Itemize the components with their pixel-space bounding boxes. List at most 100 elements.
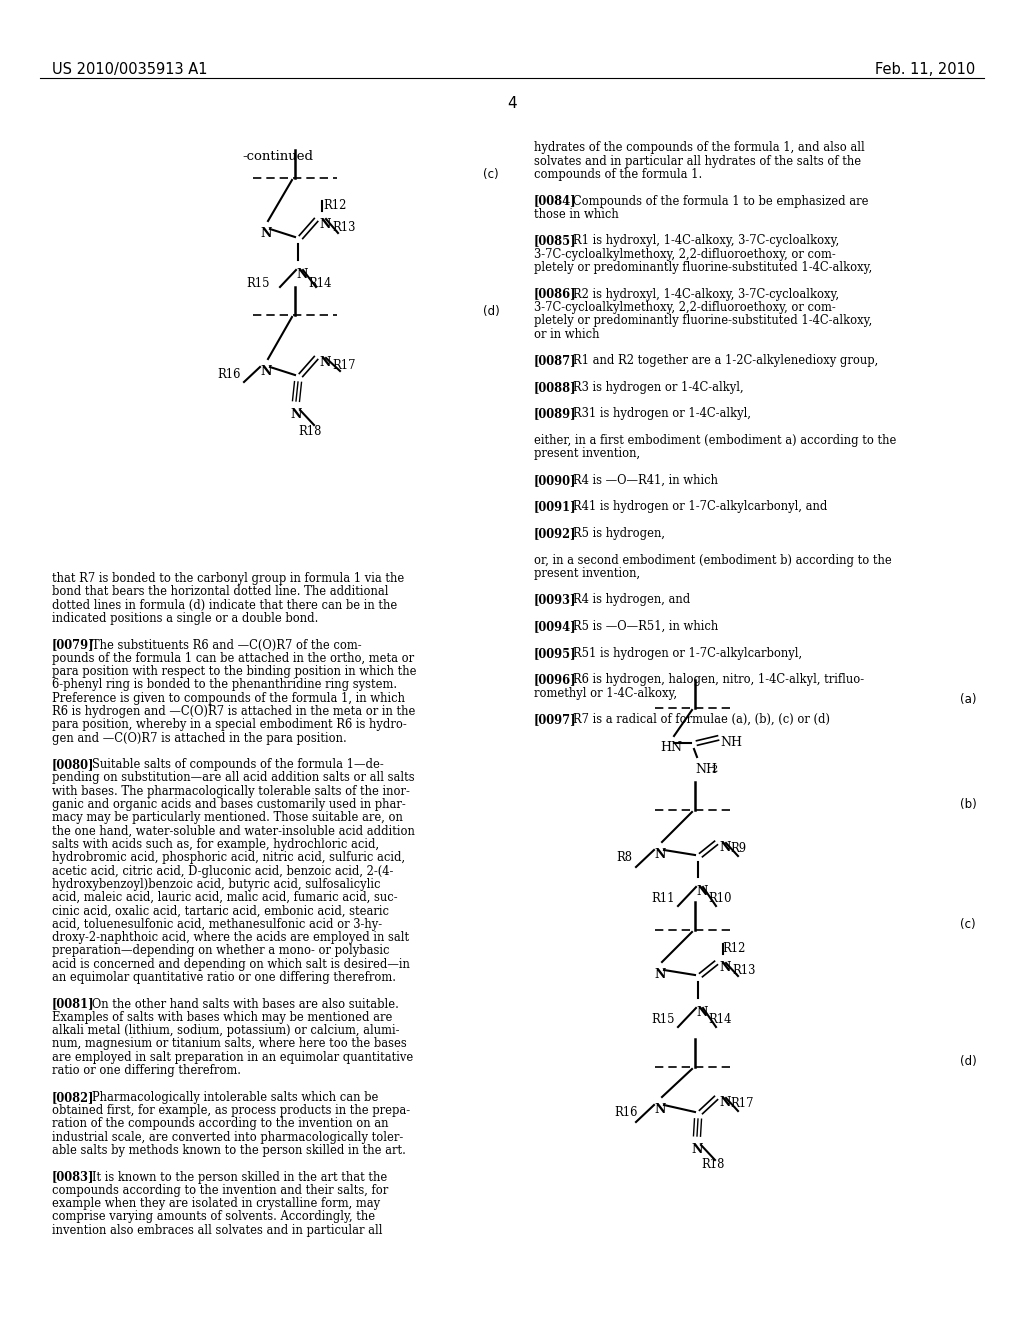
Text: R17: R17 xyxy=(332,359,355,372)
Text: R4 is hydrogen, and: R4 is hydrogen, and xyxy=(562,594,691,606)
Text: 3-7C-cycloalkylmethoxy, 2,2-difluoroethoxy, or com-: 3-7C-cycloalkylmethoxy, 2,2-difluoroetho… xyxy=(534,301,836,314)
Text: acid, toluenesulfonic acid, methanesulfonic acid or 3-hy-: acid, toluenesulfonic acid, methanesulfo… xyxy=(52,917,382,931)
Text: salts with acids such as, for example, hydrochloric acid,: salts with acids such as, for example, h… xyxy=(52,838,379,851)
Text: invention also embraces all solvates and in particular all: invention also embraces all solvates and… xyxy=(52,1224,383,1237)
Text: [0083]: [0083] xyxy=(52,1171,94,1184)
Text: NH: NH xyxy=(720,737,742,748)
Text: R7 is a radical of formulae (a), (b), (c) or (d): R7 is a radical of formulae (a), (b), (c… xyxy=(562,713,830,726)
Text: The substituents R6 and —C(O)R7 of the com-: The substituents R6 and —C(O)R7 of the c… xyxy=(81,639,361,652)
Text: N: N xyxy=(260,366,271,378)
Text: pletely or predominantly fluorine-substituted 1-4C-alkoxy,: pletely or predominantly fluorine-substi… xyxy=(534,261,872,275)
Text: [0081]: [0081] xyxy=(52,998,94,1011)
Text: cinic acid, oxalic acid, tartaric acid, embonic acid, stearic: cinic acid, oxalic acid, tartaric acid, … xyxy=(52,904,389,917)
Text: either, in a first embodiment (embodiment a) according to the: either, in a first embodiment (embodimen… xyxy=(534,434,896,447)
Text: R51 is hydrogen or 1-7C-alkylcarbonyl,: R51 is hydrogen or 1-7C-alkylcarbonyl, xyxy=(562,647,803,660)
Text: R16: R16 xyxy=(217,368,241,381)
Text: R12: R12 xyxy=(722,942,745,954)
Text: R1 and R2 together are a 1-2C-alkylenedioxy group,: R1 and R2 together are a 1-2C-alkylenedi… xyxy=(562,354,879,367)
Text: Pharmacologically intolerable salts which can be: Pharmacologically intolerable salts whic… xyxy=(81,1090,378,1104)
Text: [0094]: [0094] xyxy=(534,620,577,634)
Text: Feb. 11, 2010: Feb. 11, 2010 xyxy=(874,62,975,77)
Text: hydroxybenzoyl)benzoic acid, butyric acid, sulfosalicylic: hydroxybenzoyl)benzoic acid, butyric aci… xyxy=(52,878,381,891)
Text: industrial scale, are converted into pharmacologically toler-: industrial scale, are converted into pha… xyxy=(52,1131,403,1143)
Text: R15: R15 xyxy=(246,277,269,290)
Text: R16: R16 xyxy=(614,1106,637,1119)
Text: (b): (b) xyxy=(961,799,977,810)
Text: R6 is hydrogen, halogen, nitro, 1-4C-alkyl, trifluo-: R6 is hydrogen, halogen, nitro, 1-4C-alk… xyxy=(562,673,864,686)
Text: 3-7C-cycloalkylmethoxy, 2,2-difluoroethoxy, or com-: 3-7C-cycloalkylmethoxy, 2,2-difluoroetho… xyxy=(534,248,836,261)
Text: N: N xyxy=(654,847,666,861)
Text: R18: R18 xyxy=(298,425,322,438)
Text: the one hand, water-soluble and water-insoluble acid addition: the one hand, water-soluble and water-in… xyxy=(52,825,415,838)
Text: R14: R14 xyxy=(308,277,332,290)
Text: those in which: those in which xyxy=(534,207,618,220)
Text: N: N xyxy=(691,1143,702,1156)
Text: (d): (d) xyxy=(483,305,500,318)
Text: R15: R15 xyxy=(651,1012,675,1026)
Text: (d): (d) xyxy=(961,1055,977,1068)
Text: solvates and in particular all hydrates of the salts of the: solvates and in particular all hydrates … xyxy=(534,154,861,168)
Text: are employed in salt preparation in an equimolar quantitative: are employed in salt preparation in an e… xyxy=(52,1051,414,1064)
Text: Suitable salts of compounds of the formula 1—de-: Suitable salts of compounds of the formu… xyxy=(81,758,384,771)
Text: R18: R18 xyxy=(701,1158,724,1171)
Text: 4: 4 xyxy=(507,96,517,111)
Text: It is known to the person skilled in the art that the: It is known to the person skilled in the… xyxy=(81,1171,387,1184)
Text: gen and —C(O)R7 is attached in the para position.: gen and —C(O)R7 is attached in the para … xyxy=(52,731,347,744)
Text: 6-phenyl ring is bonded to the phenanthridine ring system.: 6-phenyl ring is bonded to the phenanthr… xyxy=(52,678,397,692)
Text: hydrobromic acid, phosphoric acid, nitric acid, sulfuric acid,: hydrobromic acid, phosphoric acid, nitri… xyxy=(52,851,406,865)
Text: that R7 is bonded to the carbonyl group in formula 1 via the: that R7 is bonded to the carbonyl group … xyxy=(52,572,404,585)
Text: [0092]: [0092] xyxy=(534,527,577,540)
Text: para position, whereby in a special embodiment R6 is hydro-: para position, whereby in a special embo… xyxy=(52,718,407,731)
Text: acid is concerned and depending on which salt is desired—in: acid is concerned and depending on which… xyxy=(52,958,410,970)
Text: R12: R12 xyxy=(323,199,346,213)
Text: present invention,: present invention, xyxy=(534,447,640,461)
Text: acetic acid, citric acid, D-gluconic acid, benzoic acid, 2-(4-: acetic acid, citric acid, D-gluconic aci… xyxy=(52,865,393,878)
Text: R8: R8 xyxy=(616,851,632,865)
Text: N: N xyxy=(654,968,666,981)
Text: R41 is hydrogen or 1-7C-alkylcarbonyl, and: R41 is hydrogen or 1-7C-alkylcarbonyl, a… xyxy=(562,500,827,513)
Text: [0087]: [0087] xyxy=(534,354,577,367)
Text: ration of the compounds according to the invention on an: ration of the compounds according to the… xyxy=(52,1117,388,1130)
Text: [0082]: [0082] xyxy=(52,1090,94,1104)
Text: HN: HN xyxy=(660,741,682,754)
Text: [0086]: [0086] xyxy=(534,288,577,301)
Text: R13: R13 xyxy=(332,220,355,234)
Text: R3 is hydrogen or 1-4C-alkyl,: R3 is hydrogen or 1-4C-alkyl, xyxy=(562,380,744,393)
Text: R5 is hydrogen,: R5 is hydrogen, xyxy=(562,527,666,540)
Text: or in which: or in which xyxy=(534,327,599,341)
Text: On the other hand salts with bases are also suitable.: On the other hand salts with bases are a… xyxy=(81,998,398,1011)
Text: N: N xyxy=(260,227,271,240)
Text: NH: NH xyxy=(695,763,717,776)
Text: N: N xyxy=(654,1104,666,1115)
Text: N: N xyxy=(719,1096,730,1109)
Text: [0097]: [0097] xyxy=(534,713,577,726)
Text: Compounds of the formula 1 to be emphasized are: Compounds of the formula 1 to be emphasi… xyxy=(562,194,869,207)
Text: pounds of the formula 1 can be attached in the ortho, meta or: pounds of the formula 1 can be attached … xyxy=(52,652,414,665)
Text: ratio or one differing therefrom.: ratio or one differing therefrom. xyxy=(52,1064,241,1077)
Text: [0085]: [0085] xyxy=(534,235,577,247)
Text: para position with respect to the binding position in which the: para position with respect to the bindin… xyxy=(52,665,417,678)
Text: R5 is —O—R51, in which: R5 is —O—R51, in which xyxy=(562,620,719,634)
Text: droxy-2-naphthoic acid, where the acids are employed in salt: droxy-2-naphthoic acid, where the acids … xyxy=(52,931,410,944)
Text: R2 is hydroxyl, 1-4C-alkoxy, 3-7C-cycloalkoxy,: R2 is hydroxyl, 1-4C-alkoxy, 3-7C-cycloa… xyxy=(562,288,840,301)
Text: with bases. The pharmacologically tolerable salts of the inor-: with bases. The pharmacologically tolera… xyxy=(52,785,410,797)
Text: compounds according to the invention and their salts, for: compounds according to the invention and… xyxy=(52,1184,388,1197)
Text: [0080]: [0080] xyxy=(52,758,94,771)
Text: [0079]: [0079] xyxy=(52,639,94,652)
Text: N: N xyxy=(719,841,730,854)
Text: preparation—depending on whether a mono- or polybasic: preparation—depending on whether a mono-… xyxy=(52,944,389,957)
Text: -continued: -continued xyxy=(242,150,313,162)
Text: N: N xyxy=(319,218,331,231)
Text: (c): (c) xyxy=(961,917,976,931)
Text: R11: R11 xyxy=(651,892,675,906)
Text: [0091]: [0091] xyxy=(534,500,577,513)
Text: compounds of the formula 1.: compounds of the formula 1. xyxy=(534,168,702,181)
Text: R13: R13 xyxy=(732,964,756,977)
Text: (c): (c) xyxy=(483,168,499,181)
Text: R9: R9 xyxy=(730,842,746,855)
Text: hydrates of the compounds of the formula 1, and also all: hydrates of the compounds of the formula… xyxy=(534,141,864,154)
Text: (a): (a) xyxy=(961,693,977,706)
Text: alkali metal (lithium, sodium, potassium) or calcium, alumi-: alkali metal (lithium, sodium, potassium… xyxy=(52,1024,399,1038)
Text: [0093]: [0093] xyxy=(534,594,577,606)
Text: [0089]: [0089] xyxy=(534,408,577,420)
